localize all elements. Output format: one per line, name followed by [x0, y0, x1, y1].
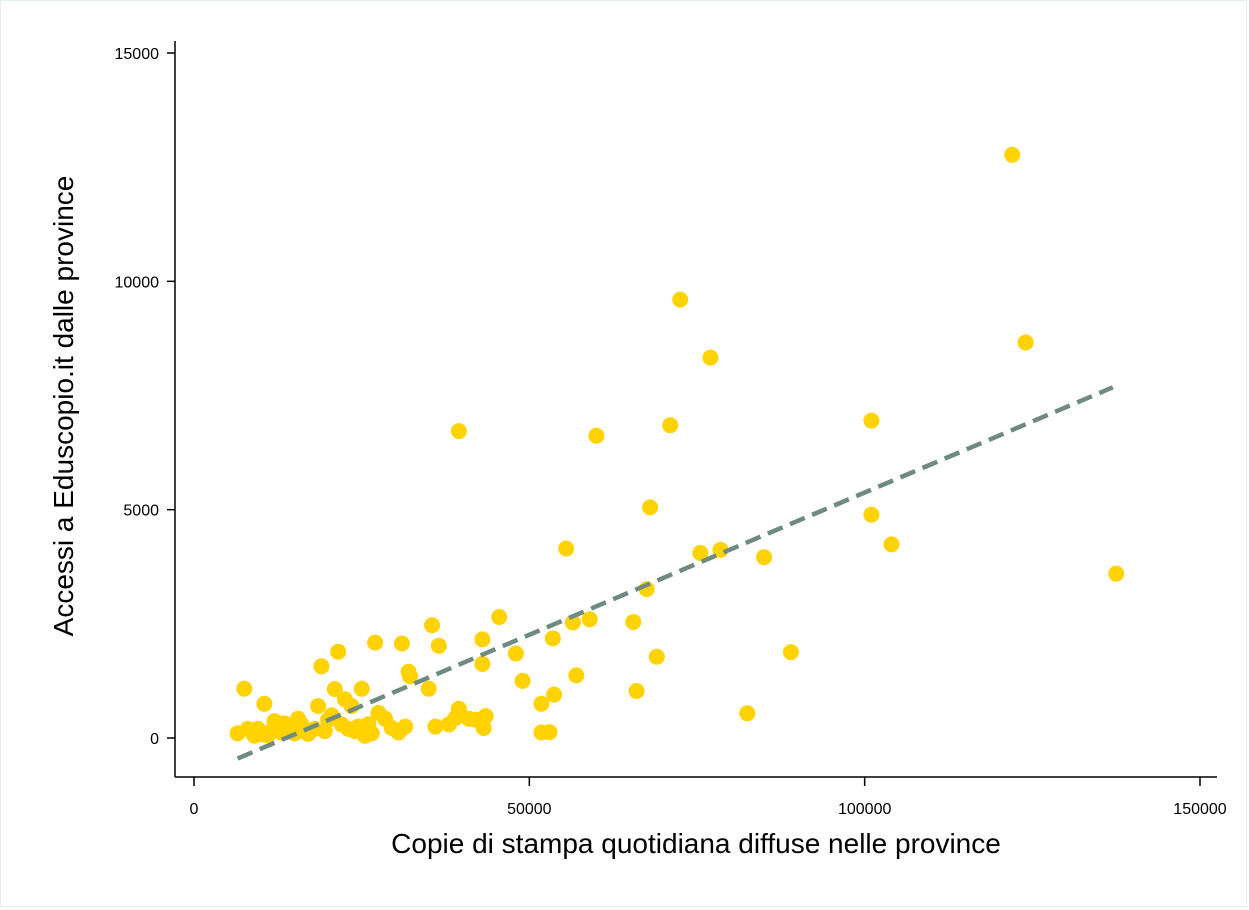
data-point: [397, 718, 414, 735]
data-point: [424, 617, 441, 634]
data-point: [672, 291, 689, 308]
data-point: [477, 708, 494, 725]
data-point: [450, 423, 467, 440]
data-point: [739, 705, 756, 722]
data-point: [363, 725, 380, 742]
data-point: [475, 720, 492, 736]
data-point: [662, 417, 679, 434]
x-axis-title: Copie di stampa quotidiana diffuse nelle…: [391, 828, 1001, 859]
x-tick-label: 150000: [1173, 801, 1226, 818]
data-point: [474, 656, 491, 672]
data-point: [256, 695, 273, 712]
y-tick-label: 5000: [123, 503, 159, 520]
data-point: [420, 680, 437, 697]
y-ticks: 0 5000 10000 15000: [115, 46, 175, 748]
data-point: [236, 680, 253, 697]
data-point: [367, 634, 384, 651]
data-point: [393, 635, 410, 652]
data-point: [883, 536, 900, 553]
data-point: [507, 645, 524, 662]
x-tick-label: 0: [190, 801, 199, 818]
data-point: [310, 698, 327, 714]
y-tick-label: 10000: [115, 274, 160, 291]
data-point: [313, 658, 330, 675]
data-point: [326, 681, 343, 698]
y-tick-label: 0: [150, 731, 159, 748]
data-point: [756, 549, 773, 566]
data-point: [1004, 146, 1021, 163]
data-point: [427, 718, 444, 735]
y-tick-label: 15000: [115, 46, 160, 63]
data-point: [863, 506, 880, 523]
data-point: [702, 349, 719, 366]
data-point: [568, 667, 585, 684]
x-tick-label: 50000: [507, 801, 552, 818]
data-point: [1108, 565, 1125, 582]
data-point: [402, 668, 418, 685]
data-point: [581, 611, 598, 628]
data-point: [692, 545, 709, 561]
y-axis-title: Accessi a Eduscopio.it dalle province: [48, 176, 79, 637]
data-point: [564, 614, 581, 631]
data-point: [541, 724, 558, 741]
data-point: [625, 614, 642, 630]
data-point: [474, 631, 491, 648]
data-point: [546, 686, 563, 703]
data-point: [588, 427, 605, 444]
data-point: [430, 637, 447, 654]
data-point: [642, 499, 659, 516]
x-tick-label: 100000: [838, 801, 891, 818]
data-point: [514, 672, 531, 689]
x-ticks: 0 50000 100000 150000: [190, 777, 1227, 818]
data-point: [863, 412, 880, 429]
data-point: [628, 683, 645, 699]
data-point: [533, 695, 550, 712]
data-point: [491, 609, 508, 625]
data-point: [558, 540, 575, 557]
data-point: [648, 648, 665, 665]
data-point: [353, 680, 370, 697]
data-point: [1017, 334, 1034, 351]
data-point: [330, 643, 347, 660]
data-point: [450, 700, 467, 717]
data-point: [544, 630, 561, 647]
fit-line: [236, 385, 1114, 761]
data-point: [782, 644, 799, 661]
data-points: [229, 146, 1125, 744]
